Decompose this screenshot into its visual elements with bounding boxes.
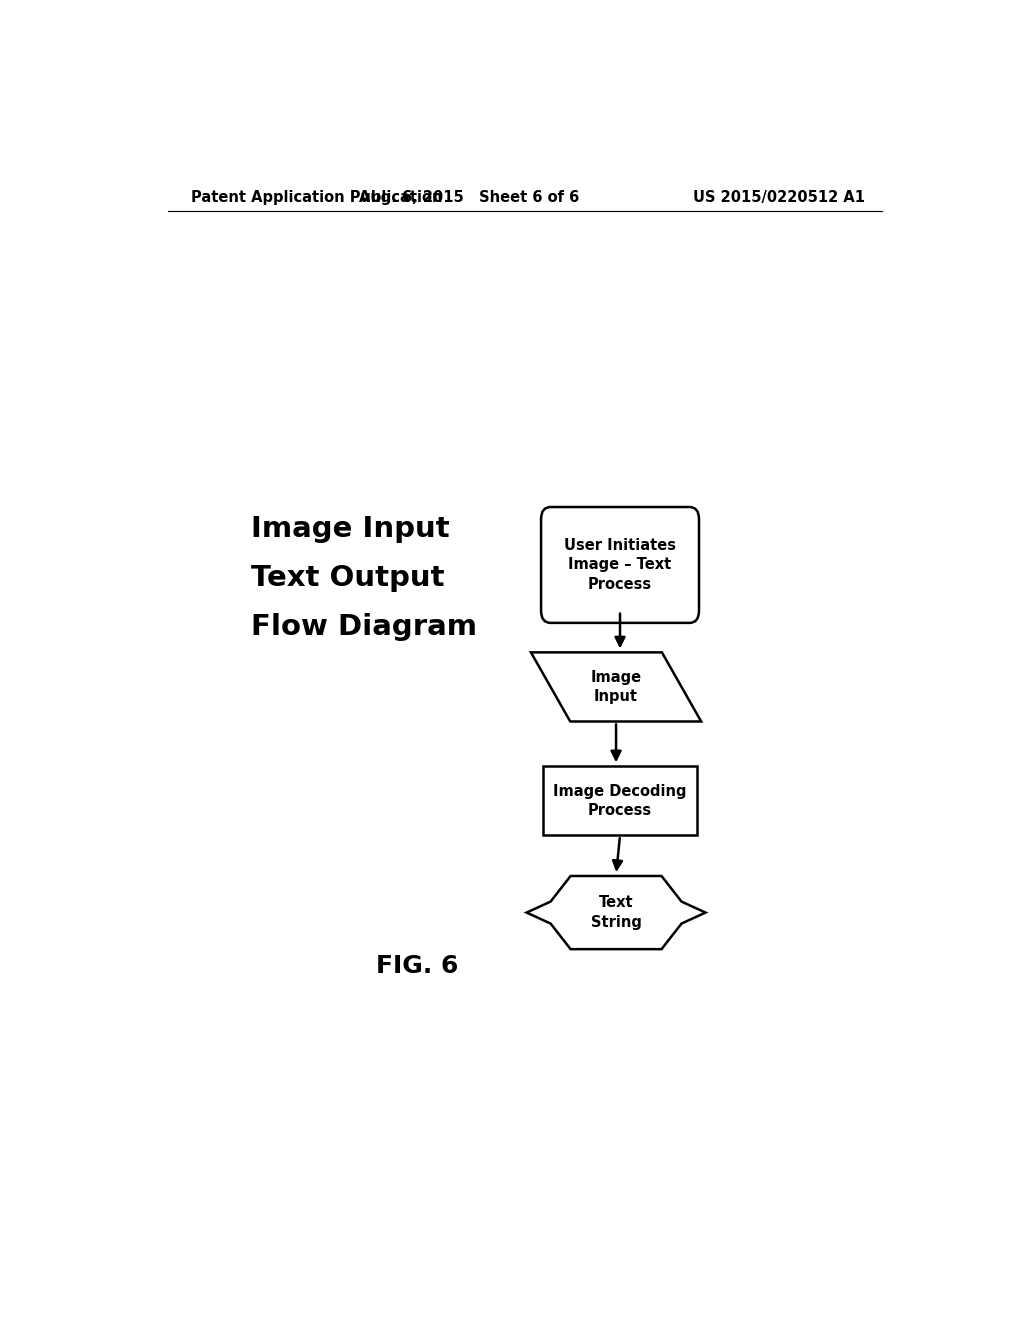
Text: Patent Application Publication: Patent Application Publication <box>191 190 443 205</box>
Text: Image Decoding
Process: Image Decoding Process <box>553 784 687 818</box>
Text: Flow Diagram: Flow Diagram <box>251 612 477 642</box>
Text: FIG. 6: FIG. 6 <box>377 954 459 978</box>
Text: Image
Input: Image Input <box>591 669 642 704</box>
Bar <box>543 766 697 836</box>
Text: User Initiates
Image – Text
Process: User Initiates Image – Text Process <box>564 539 676 591</box>
Text: Text Output: Text Output <box>251 564 444 593</box>
PathPatch shape <box>526 876 706 949</box>
Text: Aug. 6, 2015   Sheet 6 of 6: Aug. 6, 2015 Sheet 6 of 6 <box>359 190 580 205</box>
Text: US 2015/0220512 A1: US 2015/0220512 A1 <box>693 190 864 205</box>
Polygon shape <box>531 652 701 722</box>
FancyBboxPatch shape <box>541 507 699 623</box>
Text: Image Input: Image Input <box>251 515 450 544</box>
Text: Text
String: Text String <box>591 895 641 929</box>
